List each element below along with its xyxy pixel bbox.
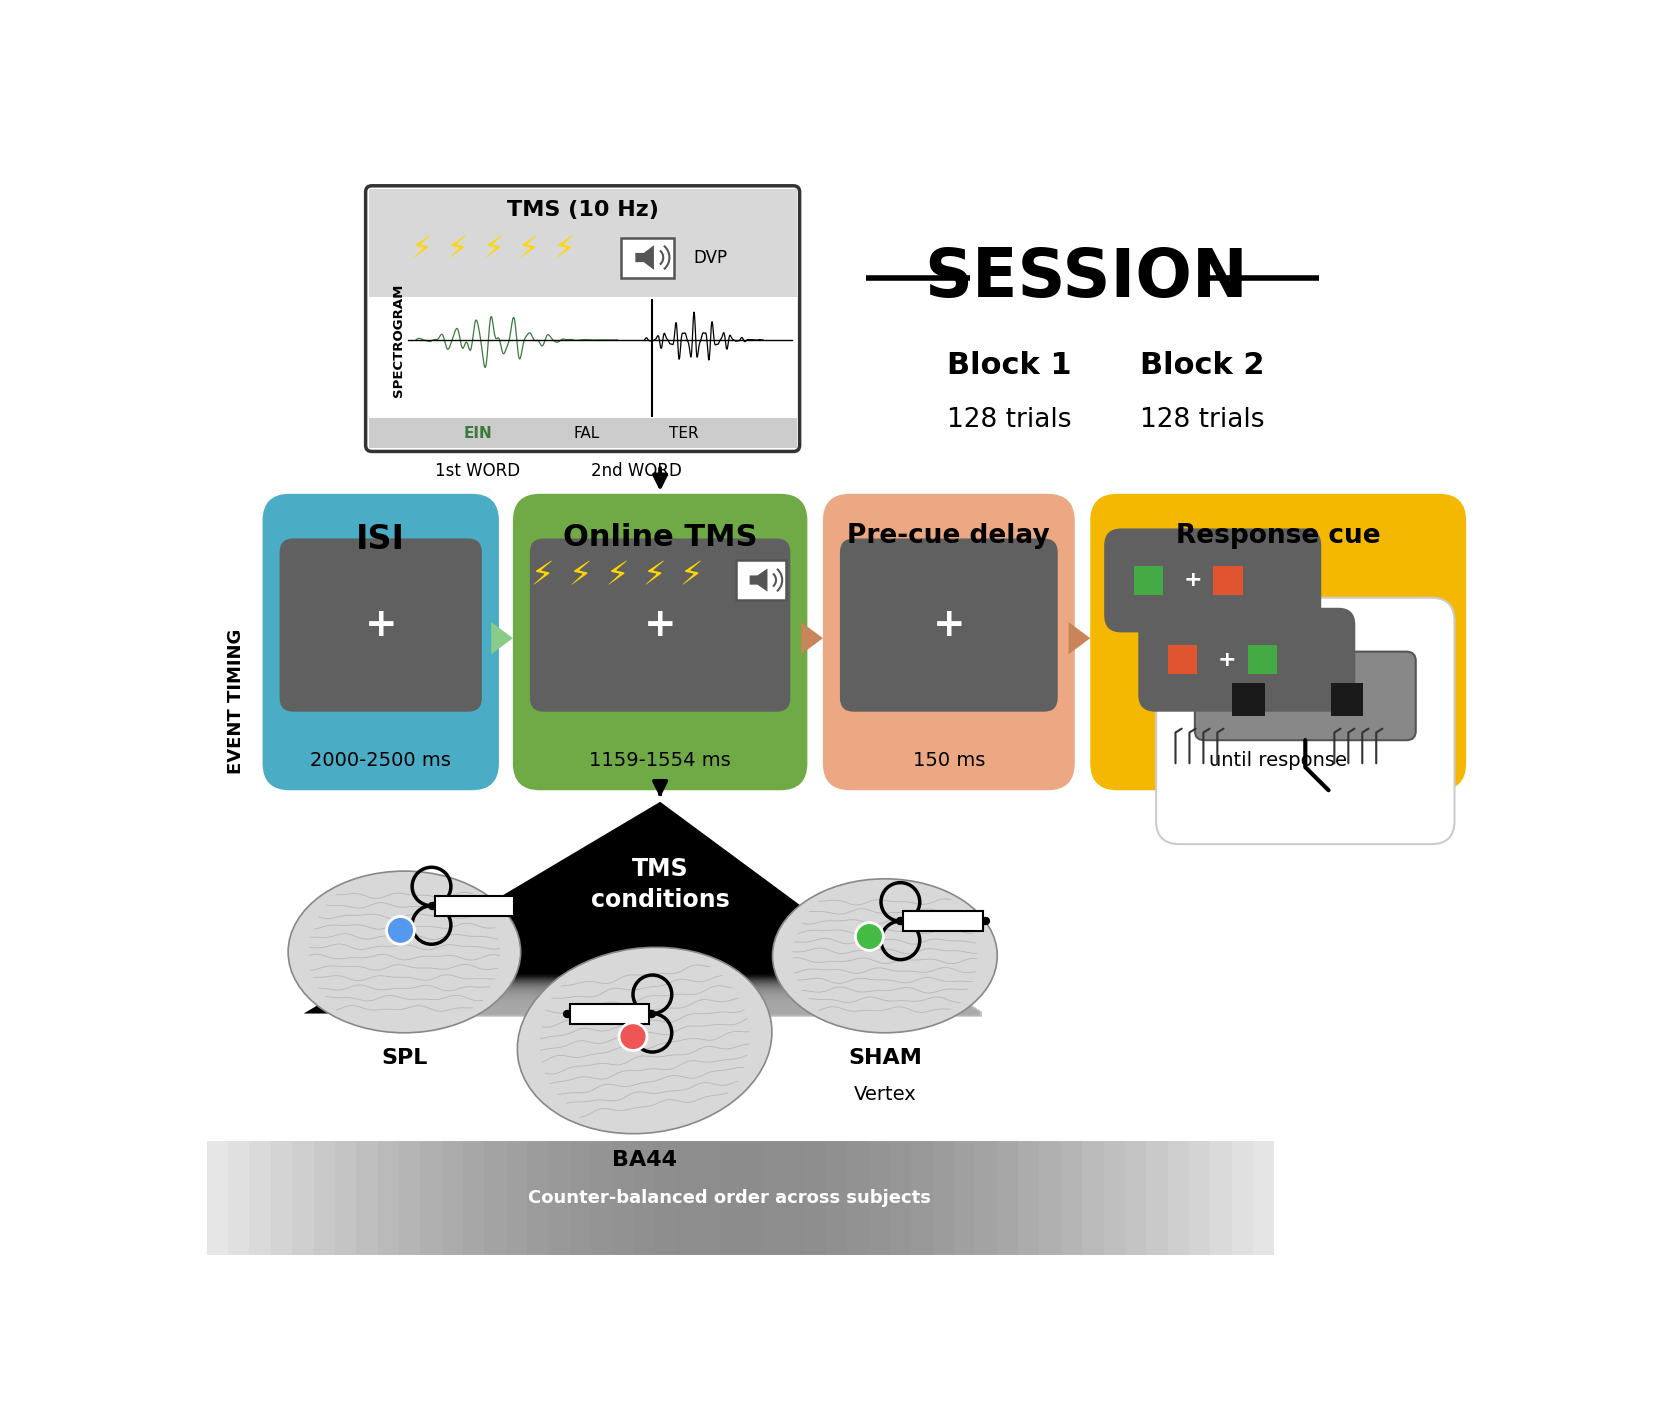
Text: ⚡: ⚡ xyxy=(518,236,539,264)
Text: 2nd WORD: 2nd WORD xyxy=(592,463,683,480)
FancyBboxPatch shape xyxy=(529,538,791,711)
Text: Block 1: Block 1 xyxy=(946,351,1072,381)
Text: BA44: BA44 xyxy=(612,1150,676,1170)
Bar xyxy=(736,559,786,601)
Text: Block 2: Block 2 xyxy=(1140,351,1265,381)
Polygon shape xyxy=(635,246,653,270)
Text: Vertex: Vertex xyxy=(853,1085,916,1105)
Text: FAL: FAL xyxy=(574,426,600,440)
Polygon shape xyxy=(749,568,767,592)
Polygon shape xyxy=(304,802,946,1014)
Polygon shape xyxy=(801,622,824,655)
Bar xyxy=(369,417,797,449)
FancyBboxPatch shape xyxy=(1105,528,1322,632)
Text: 2000-2500 ms: 2000-2500 ms xyxy=(311,751,452,771)
FancyBboxPatch shape xyxy=(1090,494,1465,791)
Text: TER: TER xyxy=(668,426,698,440)
Text: +: + xyxy=(643,606,676,643)
Ellipse shape xyxy=(784,907,862,950)
Text: ⚡: ⚡ xyxy=(680,558,703,591)
Text: ⚡: ⚡ xyxy=(554,236,574,264)
Ellipse shape xyxy=(288,870,521,1032)
Circle shape xyxy=(619,1022,647,1051)
Text: ⚡: ⚡ xyxy=(567,558,590,591)
Text: ISI: ISI xyxy=(356,523,405,557)
Text: until response: until response xyxy=(1209,751,1348,771)
FancyBboxPatch shape xyxy=(513,494,807,791)
Text: ⚡: ⚡ xyxy=(605,558,629,591)
Text: +: + xyxy=(1217,650,1236,670)
Bar xyxy=(1168,645,1197,674)
FancyBboxPatch shape xyxy=(366,186,799,452)
Text: SPECTROGRAM: SPECTROGRAM xyxy=(392,283,405,396)
Text: Pre-cue delay: Pre-cue delay xyxy=(847,523,1050,550)
Text: EVENT TIMING: EVENT TIMING xyxy=(227,629,245,774)
Text: Response cue: Response cue xyxy=(1176,523,1381,550)
FancyBboxPatch shape xyxy=(1138,608,1355,711)
Text: ⚡: ⚡ xyxy=(410,236,432,264)
Text: ⚡: ⚡ xyxy=(642,558,665,591)
Bar xyxy=(1330,683,1363,716)
Text: TMS (10 Hz): TMS (10 Hz) xyxy=(506,200,658,220)
Bar xyxy=(1247,645,1277,674)
Bar xyxy=(369,189,797,297)
FancyBboxPatch shape xyxy=(824,494,1075,791)
Text: DVP: DVP xyxy=(693,248,728,267)
Text: SESSION: SESSION xyxy=(925,246,1249,311)
Text: Online TMS: Online TMS xyxy=(562,523,758,552)
Bar xyxy=(1214,565,1242,595)
Ellipse shape xyxy=(518,947,772,1133)
Text: ⚡: ⚡ xyxy=(447,236,468,264)
Text: +: + xyxy=(1183,571,1202,591)
Text: ⚡: ⚡ xyxy=(531,558,554,591)
Text: EIN: EIN xyxy=(463,426,493,440)
Bar xyxy=(622,237,675,277)
Text: +: + xyxy=(933,606,966,643)
Bar xyxy=(1133,565,1163,595)
Text: 128 trials: 128 trials xyxy=(946,406,1072,433)
Bar xyxy=(571,1004,650,1024)
FancyBboxPatch shape xyxy=(263,494,500,791)
Circle shape xyxy=(387,916,415,944)
Bar xyxy=(1232,683,1265,716)
Text: Counter-balanced order across subjects: Counter-balanced order across subjects xyxy=(528,1189,931,1207)
FancyBboxPatch shape xyxy=(280,538,481,711)
Polygon shape xyxy=(1068,622,1090,655)
Text: 1st WORD: 1st WORD xyxy=(435,463,521,480)
FancyBboxPatch shape xyxy=(1194,652,1416,740)
FancyBboxPatch shape xyxy=(840,538,1057,711)
Circle shape xyxy=(855,923,883,950)
Ellipse shape xyxy=(529,983,619,1034)
Text: SHAM: SHAM xyxy=(849,1048,921,1068)
Text: ⚡: ⚡ xyxy=(481,236,503,264)
FancyBboxPatch shape xyxy=(1156,598,1454,843)
Text: 150 ms: 150 ms xyxy=(913,751,986,771)
Text: TMS
conditions: TMS conditions xyxy=(590,856,729,913)
Polygon shape xyxy=(491,622,513,655)
Text: +: + xyxy=(364,606,397,643)
Bar xyxy=(903,912,982,932)
Text: 128 trials: 128 trials xyxy=(1140,406,1265,433)
Text: 1159-1554 ms: 1159-1554 ms xyxy=(589,751,731,771)
Ellipse shape xyxy=(772,879,997,1032)
Ellipse shape xyxy=(299,902,380,946)
Bar xyxy=(435,896,514,916)
Bar xyxy=(207,1166,1254,1230)
Text: SPL: SPL xyxy=(380,1048,428,1068)
